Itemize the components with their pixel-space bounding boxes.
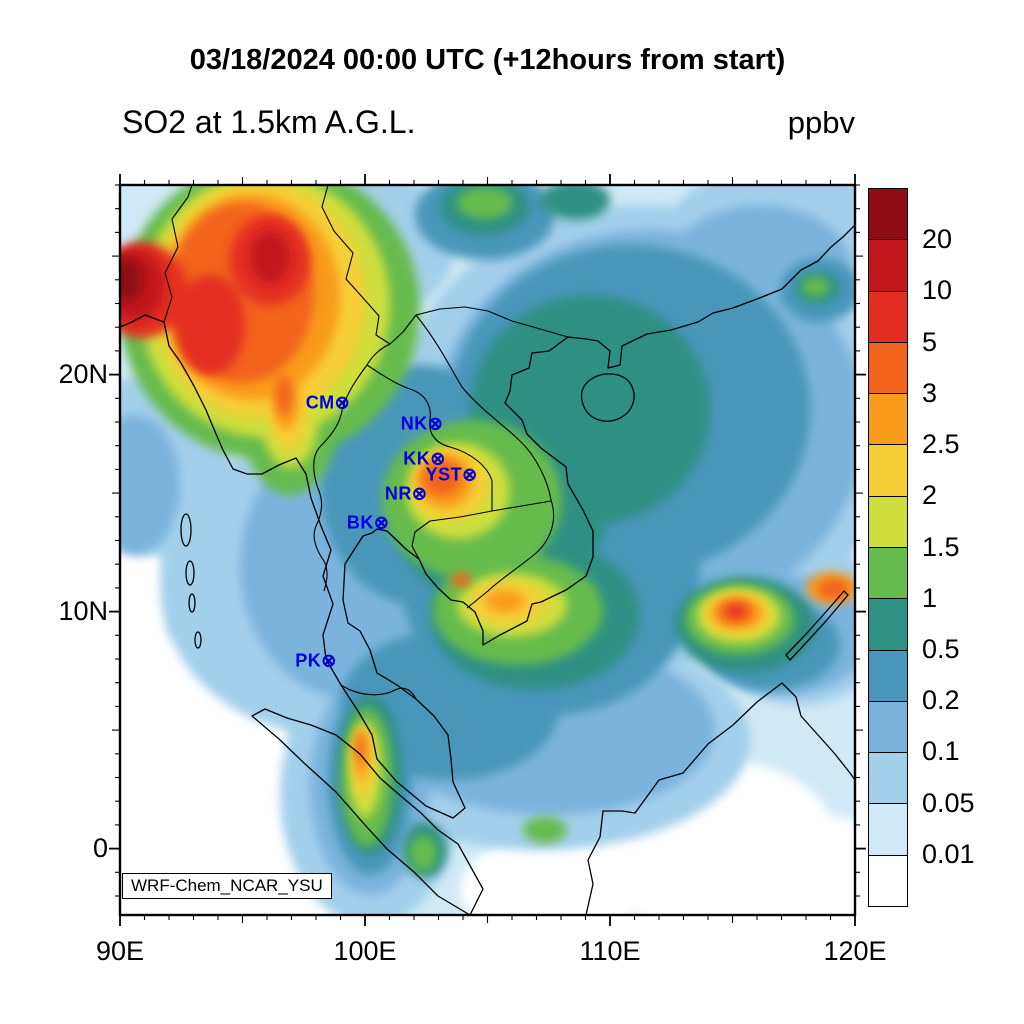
colorbar-level-20: 20 [922, 224, 953, 255]
colorbar-swatch [869, 753, 907, 805]
colorbar-swatch [869, 496, 907, 548]
colorbar-swatch [869, 547, 907, 600]
x-tick-label-100E: 100E [333, 936, 397, 966]
station-marker-BK: BK⊗ [346, 512, 390, 533]
colorbar-level-0.01: 0.01 [922, 838, 975, 869]
y-tick-label-10N: 10N [58, 595, 108, 626]
colorbar-swatch [869, 189, 907, 241]
colorbar-swatch [869, 394, 907, 446]
station-marker-YST: YST⊗ [425, 464, 478, 485]
colorbar-level-0.5: 0.5 [922, 633, 960, 664]
colorbar-swatch [869, 855, 907, 906]
station-marker-PK: PK⊗ [295, 650, 337, 671]
so2-concentration-map [109, 174, 866, 926]
country-borders [163, 185, 569, 700]
variable-label: SO2 at 1.5km A.G.L. [122, 104, 416, 140]
colorbar-level-0.2: 0.2 [922, 685, 960, 716]
colorbar-level-5: 5 [922, 326, 938, 357]
station-marker-KK: KK⊗ [403, 448, 446, 469]
colorbar-swatch [869, 804, 907, 856]
colorbar-swatch [869, 240, 907, 292]
y-tick-label-0: 0 [92, 832, 108, 863]
x-tick-label-110E: 110E [579, 936, 641, 966]
model-credit-box: WRF-Chem_NCAR_YSU [122, 873, 332, 899]
colorbar-level-3: 3 [922, 377, 938, 408]
units-label: ppbv [787, 105, 855, 140]
colorbar-swatch [869, 445, 907, 497]
colorbar-swatch [869, 342, 907, 395]
colorbar-level-10: 10 [922, 275, 953, 306]
x-tick-label-120E: 120E [823, 936, 887, 966]
y-tick-label-20N: 20N [58, 358, 108, 389]
colorbar-level-1.5: 1.5 [922, 531, 960, 562]
colorbar [868, 188, 908, 907]
colorbar-swatch [869, 291, 907, 343]
figure-subtitle-row: SO2 at 1.5km A.G.L. ppbv [122, 104, 855, 141]
colorbar-swatch [869, 599, 907, 651]
station-marker-NR: NR⊗ [384, 483, 428, 504]
x-tick-label-90E: 90E [95, 936, 145, 966]
colorbar-level-0.1: 0.1 [922, 736, 960, 767]
colorbar-swatch [869, 650, 907, 702]
colorbar-level-2.5: 2.5 [922, 429, 960, 460]
station-marker-NK: NK⊗ [400, 413, 444, 434]
coastlines [120, 224, 855, 915]
figure-title: 03/18/2024 00:00 UTC (+12hours from star… [189, 44, 786, 76]
map-area: CM⊗ NK⊗ KK⊗ YST⊗ NR⊗ BK⊗ PK⊗ WRF-Chem_NCAR_YSU [109, 174, 866, 926]
colorbar-level-1: 1 [922, 582, 938, 613]
colorbar-level-0.05: 0.05 [922, 787, 975, 818]
station-marker-CM: CM⊗ [305, 392, 351, 413]
colorbar-level-2: 2 [922, 480, 938, 511]
map-frame [118, 183, 857, 917]
colorbar-swatch [869, 701, 907, 754]
